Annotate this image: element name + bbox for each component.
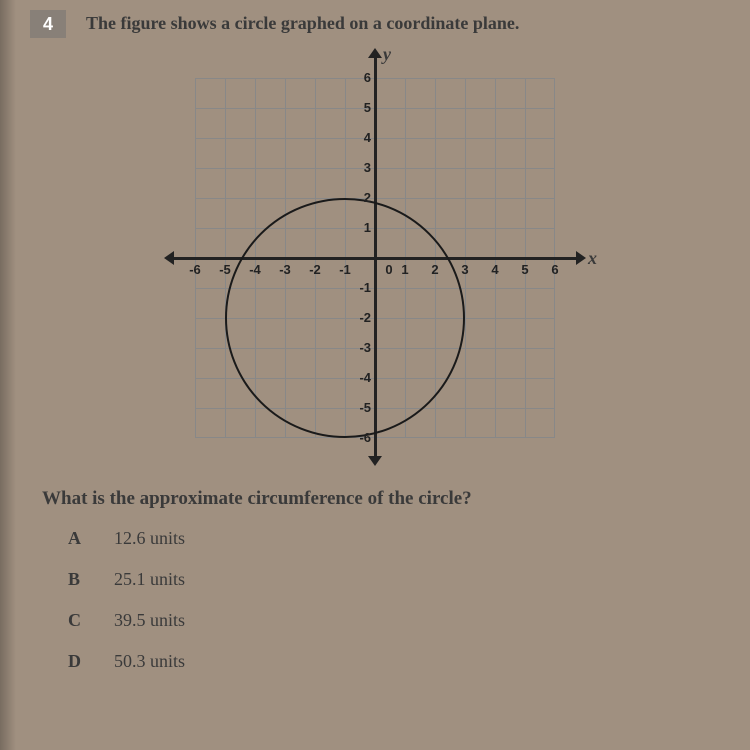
y-axis-label: y	[383, 44, 391, 65]
axis-arrow	[164, 251, 174, 265]
question-number: 4	[43, 14, 53, 35]
sub-question: What is the approximate circumference of…	[42, 488, 720, 510]
answer-options: A 12.6 units B 25.1 units C 39.5 units D 50.3 u…	[68, 528, 720, 672]
y-tick-label: 6	[349, 70, 371, 85]
x-tick-label: 3	[454, 262, 476, 277]
option-letter: A	[68, 528, 86, 549]
x-tick-label: 1	[394, 262, 416, 277]
plotted-circle	[225, 198, 465, 438]
x-tick-label: -3	[274, 262, 296, 277]
y-tick-label: 3	[349, 160, 371, 175]
y-tick-label: -3	[349, 340, 371, 355]
x-tick-label: 4	[484, 262, 506, 277]
x-tick-label: -6	[184, 262, 206, 277]
y-tick-label: 2	[349, 190, 371, 205]
y-tick-label: -5	[349, 400, 371, 415]
x-tick-label: 6	[544, 262, 566, 277]
x-tick-label: 5	[514, 262, 536, 277]
x-tick-label: -5	[214, 262, 236, 277]
option-letter: B	[68, 569, 86, 590]
option-letter: C	[68, 610, 86, 631]
axis-arrow	[576, 251, 586, 265]
x-axis-label: x	[588, 248, 597, 269]
answer-option[interactable]: A 12.6 units	[68, 528, 720, 549]
y-tick-label: 5	[349, 100, 371, 115]
option-text: 12.6 units	[114, 528, 185, 549]
x-tick-label: -1	[334, 262, 356, 277]
question-number-box: 4	[30, 10, 66, 38]
option-letter: D	[68, 651, 86, 672]
axis-arrow	[368, 48, 382, 58]
option-text: 25.1 units	[114, 569, 185, 590]
answer-option[interactable]: D 50.3 units	[68, 651, 720, 672]
question-header: 4 The figure shows a circle graphed on a…	[30, 10, 720, 38]
x-tick-label: -2	[304, 262, 326, 277]
answer-option[interactable]: C 39.5 units	[68, 610, 720, 631]
y-tick-label: 1	[349, 220, 371, 235]
y-tick-label: 4	[349, 130, 371, 145]
y-tick-label: -2	[349, 310, 371, 325]
axis-arrow	[368, 456, 382, 466]
question-prompt: The figure shows a circle graphed on a c…	[86, 10, 519, 34]
y-tick-label: -4	[349, 370, 371, 385]
coordinate-plane: yx-6-5-4-3-2-10123456654321-1-2-3-4-5-6	[160, 48, 590, 468]
y-tick-label: -6	[349, 430, 371, 445]
y-tick-label: -1	[349, 280, 371, 295]
answer-option[interactable]: B 25.1 units	[68, 569, 720, 590]
option-text: 39.5 units	[114, 610, 185, 631]
page-shadow	[0, 0, 16, 750]
graph-container: yx-6-5-4-3-2-10123456654321-1-2-3-4-5-6	[30, 48, 720, 468]
x-tick-label: 2	[424, 262, 446, 277]
option-text: 50.3 units	[114, 651, 185, 672]
x-tick-label: -4	[244, 262, 266, 277]
